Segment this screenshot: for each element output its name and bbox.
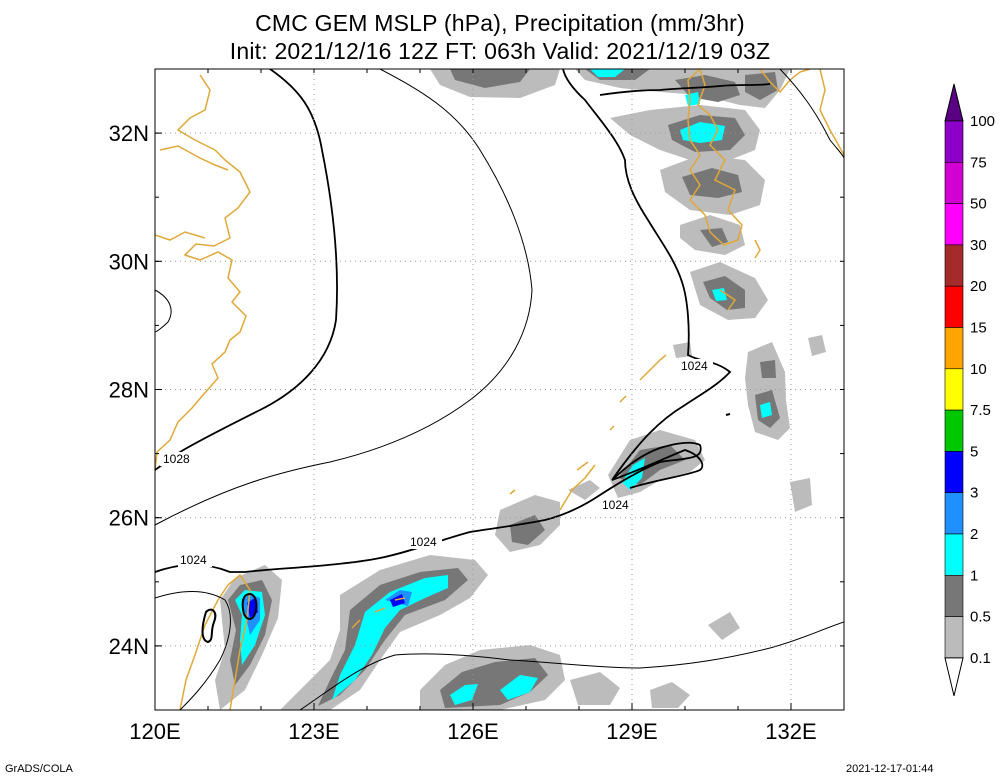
isobar-layer [155,69,844,710]
precip-area [685,92,700,106]
x-tick-label: 120E [129,719,180,744]
colorbar-label: 3 [970,485,978,502]
isobar-thin [155,591,231,710]
coastline-layer [155,69,844,710]
precip-area [590,69,625,77]
x-tick-label: 132E [765,719,816,744]
colorbar-label: 5 [970,443,978,460]
coastline-shikoku [759,69,811,94]
x-tick-label: 129E [606,719,657,744]
isobar-thin [299,621,844,710]
precip-area [332,575,448,700]
isobar-closed-small [241,592,258,620]
colorbar-label: 20 [970,278,987,295]
isobar-tick [725,413,731,416]
colorbar-swatch [944,368,964,411]
colorbar-swatch [944,120,964,163]
coastline-yaeyama [351,489,516,629]
precip-area [712,288,727,301]
precip-area [450,69,530,88]
coastline-honshu [819,69,844,156]
x-tick-label: 123E [288,719,339,744]
colorbar-swatch [944,616,964,659]
isobar-label-layer: 1028 1024 1024 1024 1024 [160,359,713,567]
isobar-thin [155,69,533,526]
colorbar-label: 0.1 [970,650,991,667]
isobar-label: 1024 [180,553,207,567]
colorbar-swatch [944,574,964,617]
colorbar-label: 2 [970,526,978,543]
x-axis: 120E 123E 126E 129E 132E [129,69,817,744]
isobar-1028 [155,69,338,471]
isobar-label: 1024 [681,359,708,373]
precip-area [790,478,812,512]
y-axis: 24N 26N 28N 30N 32N [109,121,844,659]
colorbar-swatch [944,203,964,246]
colorbar-label: 1 [970,567,978,584]
precip-area [808,335,826,356]
colorbar-label: 0.5 [970,609,991,626]
colorbar: 100 75 50 30 20 15 10 7.5 5 3 2 1 0.5 0.1 [944,83,995,697]
chart-subtitle: Init: 2021/12/16 12Z FT: 063h Valid: 202… [229,38,771,64]
colorbar-swatch [944,285,964,328]
colorbar-label: 10 [970,361,987,378]
isobar-1024-inner [599,83,771,96]
coastline-china [155,74,251,471]
colorbar-swatch [944,162,964,204]
coastline-ryukyu [559,354,667,511]
chart-title: CMC GEM MSLP (hPa), Precipitation (mm/3h… [255,10,745,36]
coastline-china-inland [155,231,206,241]
footer-credit: GrADS/COLA [5,763,73,775]
y-tick-label: 32N [109,121,149,146]
coastline-islands-tanegashima [719,239,761,311]
coastline-china-shanghai [159,145,229,171]
coastline-kyushu [687,69,743,246]
precip-area [760,360,776,378]
precip-area [390,594,405,607]
colorbar-swatch [944,533,964,576]
precip-area [568,480,600,500]
precip-area [650,682,690,708]
footer-timestamp: 2021-12-17-01:44 [846,763,934,775]
colorbar-top-arrow [944,83,964,122]
colorbar-swatch [944,409,964,452]
colorbar-label: 30 [970,237,987,254]
precip-area [450,684,478,705]
isobar-label: 1024 [410,535,437,549]
y-tick-label: 26N [109,506,149,531]
colorbar-label: 7.5 [970,402,991,419]
isobar-label: 1024 [602,498,629,512]
y-tick-label: 30N [109,249,149,274]
isobar-label: 1028 [163,452,190,466]
y-tick-label: 28N [109,378,149,403]
precip-area [745,72,778,100]
isobar-thin [779,69,844,159]
colorbar-swatch [944,327,964,370]
precip-area [500,675,538,700]
colorbar-label: 75 [970,154,987,171]
colorbar-swatch [944,244,964,287]
colorbar-swatch [944,451,964,493]
colorbar-label: 15 [970,320,987,337]
precip-area [708,612,740,640]
colorbar-swatch [944,492,964,535]
y-tick-label: 24N [109,634,149,659]
precip-area [760,402,772,418]
precip-area [570,672,620,705]
colorbar-label: 50 [970,196,987,213]
isobar-closed-small [201,608,217,644]
grid-lines [155,69,844,710]
colorbar-bottom-arrow [944,657,964,697]
isobar-1024-main [155,69,732,573]
x-tick-label: 126E [447,719,498,744]
isobar-thin [155,289,172,333]
colorbar-label: 100 [970,113,995,130]
